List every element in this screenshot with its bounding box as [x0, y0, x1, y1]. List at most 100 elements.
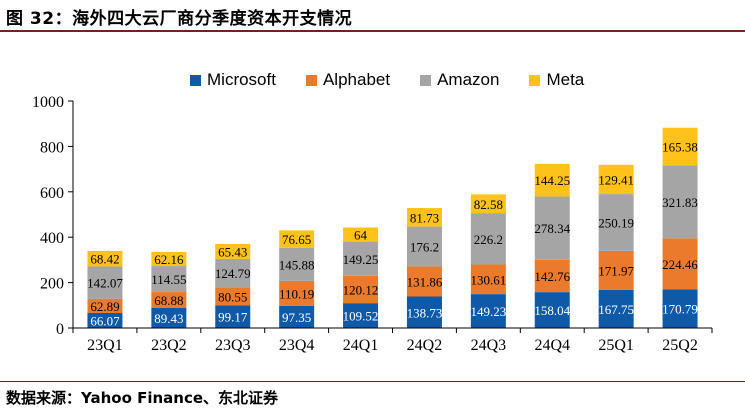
bar-segment-microsoft — [662, 289, 698, 328]
bar-segment-microsoft — [534, 292, 570, 328]
bar-segment-alphabet — [279, 280, 315, 306]
data-label-microsoft: 149.23 — [470, 304, 506, 319]
x-tick-label: 25Q2 — [662, 337, 698, 354]
chart-legend: Microsoft Alphabet Amazon Meta — [190, 70, 584, 90]
bar-segment-alphabet — [534, 259, 570, 293]
bar-segment-microsoft — [151, 307, 187, 328]
data-label-alphabet: 171.97 — [598, 263, 634, 278]
data-label-amazon: 226.2 — [474, 232, 503, 247]
legend-swatch-meta — [529, 74, 541, 86]
legend-item-amazon: Amazon — [420, 70, 499, 90]
data-label-alphabet: 120.12 — [343, 283, 379, 298]
data-label-amazon: 278.34 — [534, 221, 570, 236]
bar-segment-meta — [279, 230, 315, 248]
data-label-microsoft: 170.79 — [662, 302, 698, 317]
bar-segment-microsoft — [470, 294, 506, 328]
legend-item-alphabet: Alphabet — [305, 70, 391, 90]
y-tick-label: 400 — [40, 230, 64, 247]
x-tick-label: 25Q1 — [598, 337, 634, 354]
data-label-alphabet: 80.55 — [218, 289, 247, 304]
bar-segment-amazon — [470, 213, 506, 265]
bar-segment-microsoft — [279, 305, 315, 328]
bar-segment-alphabet — [598, 250, 634, 290]
data-label-microsoft: 167.75 — [598, 302, 634, 317]
data-label-alphabet: 62.89 — [90, 299, 119, 314]
bar-segment-alphabet — [87, 298, 123, 314]
data-label-microsoft: 99.17 — [218, 310, 248, 325]
legend-swatch-alphabet — [305, 74, 317, 86]
y-tick-label: 200 — [40, 276, 64, 293]
data-label-microsoft: 138.73 — [407, 305, 443, 320]
y-tick-label: 600 — [40, 185, 64, 202]
data-label-amazon: 176.2 — [410, 240, 439, 255]
bar-segment-microsoft — [343, 303, 379, 328]
data-label-meta: 68.42 — [90, 252, 119, 267]
data-label-alphabet: 131.86 — [407, 275, 443, 290]
data-label-meta: 129.41 — [598, 172, 634, 187]
bar-segment-alphabet — [470, 264, 506, 295]
x-tick-label: 23Q1 — [87, 337, 123, 354]
data-label-amazon: 149.25 — [343, 252, 379, 267]
bar-segment-meta — [534, 163, 570, 197]
data-label-alphabet: 142.76 — [534, 269, 570, 284]
bar-segment-meta — [406, 208, 442, 227]
bar-segment-alphabet — [343, 275, 379, 304]
data-label-meta: 62.16 — [154, 252, 184, 267]
bar-segment-amazon — [279, 247, 315, 281]
bar-segment-amazon — [215, 258, 251, 288]
legend-label-alphabet: Alphabet — [322, 70, 391, 89]
x-tick-label: 24Q1 — [343, 337, 379, 354]
data-label-meta: 81.73 — [410, 210, 439, 225]
y-tick-label: 800 — [40, 139, 64, 156]
data-label-amazon: 250.19 — [598, 215, 634, 230]
legend-item-microsoft: Microsoft — [190, 70, 276, 90]
data-label-meta: 65.43 — [218, 244, 247, 259]
bar-segment-amazon — [662, 165, 698, 239]
bar-segment-amazon — [598, 194, 634, 251]
legend-label-meta: Meta — [546, 70, 585, 89]
data-label-microsoft: 97.35 — [282, 310, 311, 325]
bar-segment-meta — [598, 164, 634, 195]
data-label-meta: 82.58 — [474, 197, 503, 212]
data-label-microsoft: 66.07 — [90, 314, 120, 329]
data-label-microsoft: 109.52 — [343, 309, 379, 324]
legend-swatch-amazon — [420, 74, 432, 86]
data-label-meta: 64 — [354, 228, 368, 243]
bar-segment-amazon — [534, 196, 570, 260]
bar-segment-microsoft — [215, 305, 251, 328]
bar-segment-alphabet — [406, 266, 442, 297]
x-tick-label: 24Q3 — [471, 337, 507, 354]
legend-item-meta: Meta — [529, 70, 584, 90]
data-label-amazon: 321.83 — [662, 195, 698, 210]
data-label-microsoft: 158.04 — [534, 303, 570, 318]
data-label-microsoft: 89.43 — [154, 311, 183, 326]
bar-segment-meta — [662, 127, 698, 166]
bar-segment-microsoft — [87, 313, 123, 328]
bar-segment-meta — [343, 227, 379, 242]
data-label-meta: 76.65 — [282, 232, 311, 247]
footer-rule — [0, 381, 745, 382]
bar-segment-meta — [87, 250, 123, 267]
bar-segment-meta — [215, 244, 251, 259]
bar-segment-amazon — [406, 226, 442, 267]
bar-segment-meta — [151, 251, 187, 267]
bar-segment-amazon — [343, 241, 379, 276]
bar-segment-meta — [470, 194, 506, 214]
bar-segment-alphabet — [662, 238, 698, 290]
legend-label-amazon: Amazon — [437, 70, 500, 89]
bar-segment-microsoft — [406, 296, 442, 328]
data-label-amazon: 142.07 — [87, 276, 123, 291]
source-note: 数据来源：Yahoo Finance、东北证券 — [6, 389, 279, 407]
x-tick-label: 24Q2 — [407, 337, 443, 354]
data-label-amazon: 124.79 — [215, 266, 251, 281]
page-title: 图 32：海外四大云厂商分季度资本开支情况 — [6, 9, 353, 29]
x-tick-label: 23Q3 — [215, 337, 251, 354]
bar-segment-amazon — [87, 266, 123, 299]
data-label-alphabet: 68.88 — [154, 293, 183, 308]
x-tick-label: 23Q2 — [151, 337, 187, 354]
legend-label-microsoft: Microsoft — [207, 70, 276, 89]
data-label-alphabet: 130.61 — [470, 272, 506, 287]
data-label-amazon: 145.88 — [279, 257, 315, 272]
x-tick-label: 24Q4 — [534, 337, 570, 354]
